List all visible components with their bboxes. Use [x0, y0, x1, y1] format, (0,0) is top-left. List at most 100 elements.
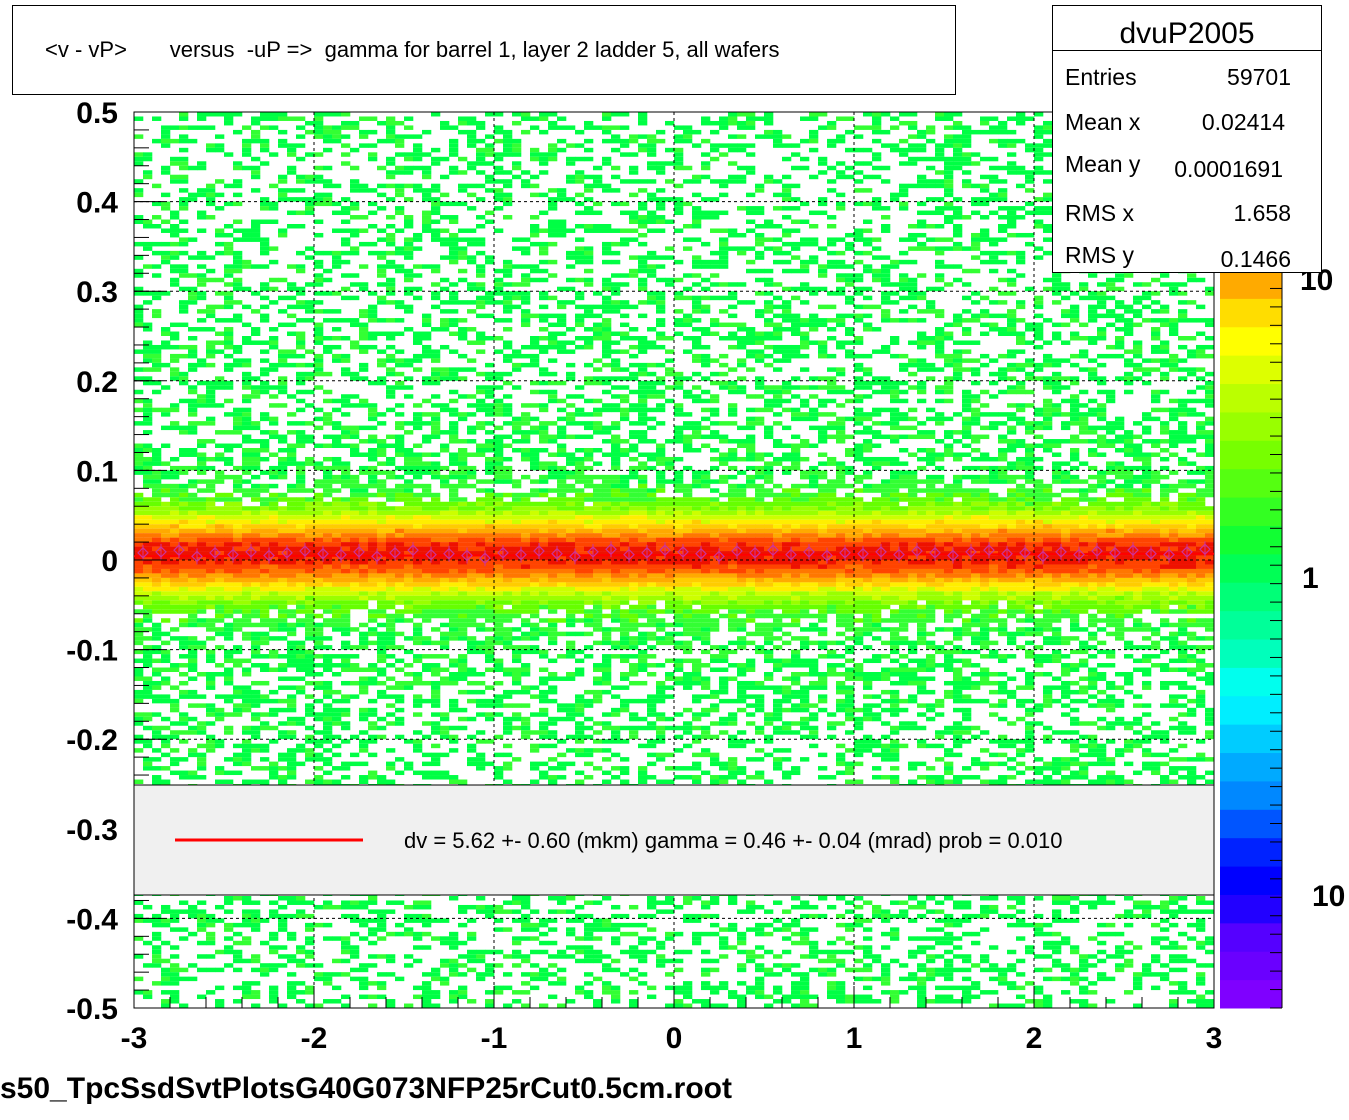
heat-cell	[215, 250, 225, 256]
heat-cell	[476, 389, 486, 395]
heat-cell	[485, 421, 495, 426]
heat-cell	[143, 219, 153, 224]
heat-cell	[368, 676, 378, 681]
heat-cell	[512, 604, 522, 610]
heat-cell	[341, 945, 351, 950]
heat-cell	[341, 430, 351, 435]
heat-cell	[323, 757, 333, 762]
heat-cell	[566, 250, 576, 256]
heat-cell	[521, 295, 531, 301]
heat-cell	[467, 403, 477, 408]
heat-cell	[188, 389, 198, 395]
heat-cell	[260, 250, 270, 256]
heat-cell	[404, 649, 414, 655]
heat-cell	[521, 421, 531, 426]
heat-cell	[467, 506, 477, 511]
heat-cell	[179, 640, 189, 646]
heat-cell	[152, 698, 162, 704]
heat-cell	[494, 927, 504, 932]
heat-cell	[521, 353, 531, 359]
heat-cell	[332, 506, 342, 511]
heat-cell	[224, 595, 234, 601]
heat-cell	[350, 515, 360, 520]
heat-cell	[341, 336, 351, 341]
heat-cell	[521, 913, 531, 919]
heat-cell	[413, 739, 423, 744]
heat-cell	[431, 380, 441, 386]
heat-cell	[296, 640, 306, 646]
heat-cell	[179, 1003, 189, 1008]
heat-cell	[476, 976, 486, 982]
heat-cell	[188, 398, 198, 404]
heat-cell	[188, 349, 198, 354]
heat-cell	[305, 779, 315, 784]
heat-cell	[539, 940, 549, 946]
heat-cell	[287, 412, 297, 417]
heat-cell	[197, 537, 207, 543]
heat-cell	[503, 470, 513, 475]
heat-cell	[548, 515, 558, 520]
heat-cell	[449, 564, 459, 569]
heat-cell	[152, 564, 162, 569]
heat-cell	[314, 546, 324, 552]
heat-cell	[161, 228, 171, 233]
heat-cell	[251, 703, 261, 708]
heat-cell	[350, 954, 360, 959]
heat-cell	[161, 586, 171, 592]
heat-cell	[368, 712, 378, 717]
heat-cell	[269, 300, 279, 305]
heat-cell	[467, 327, 477, 332]
heat-cell	[233, 537, 243, 543]
heat-cell	[242, 425, 252, 431]
heat-cell	[539, 259, 549, 265]
heat-cell	[530, 465, 540, 471]
heat-cell	[143, 725, 153, 731]
heat-cell	[476, 479, 486, 484]
heat-cell	[251, 900, 261, 905]
heat-cell	[197, 380, 207, 386]
heat-cell	[404, 533, 414, 538]
heat-cell	[305, 246, 315, 251]
heat-cell	[206, 416, 216, 422]
heat-cell	[341, 542, 351, 547]
heat-cell	[188, 421, 198, 426]
heat-cell	[377, 546, 387, 552]
heat-cell	[314, 443, 324, 448]
heat-cell	[332, 707, 342, 713]
heat-cell	[152, 479, 162, 484]
heat-cell	[206, 618, 216, 623]
heat-cell	[566, 618, 576, 623]
heat-cell	[566, 551, 576, 556]
heat-cell	[521, 116, 531, 121]
heat-cell	[350, 403, 360, 408]
heat-cell	[566, 125, 576, 130]
heat-cell	[530, 448, 540, 453]
heat-cell	[170, 730, 180, 735]
heat-cell	[242, 336, 252, 341]
heat-cell	[539, 582, 549, 587]
heat-cell	[395, 170, 405, 175]
heat-cell	[197, 210, 207, 216]
heat-cell	[449, 452, 459, 457]
heat-cell	[269, 900, 279, 905]
heat-cell	[188, 730, 198, 735]
heat-cell	[359, 560, 369, 565]
heat-cell	[548, 775, 558, 780]
heat-cell	[269, 537, 279, 543]
heat-cell	[503, 506, 513, 511]
heat-cell	[179, 165, 189, 171]
heat-cell	[260, 698, 270, 704]
heat-cell	[143, 609, 153, 614]
heat-cell	[431, 568, 441, 574]
heat-cell	[368, 613, 378, 619]
heat-cell	[296, 555, 306, 560]
heat-cell	[179, 721, 189, 726]
heat-cell	[206, 421, 216, 426]
heat-cell	[233, 645, 243, 650]
heat-cell	[197, 456, 207, 462]
heat-cell	[197, 645, 207, 650]
heat-cell	[431, 237, 441, 242]
heat-cell	[305, 658, 315, 664]
heat-cell	[323, 515, 333, 520]
heat-cell	[431, 268, 441, 274]
